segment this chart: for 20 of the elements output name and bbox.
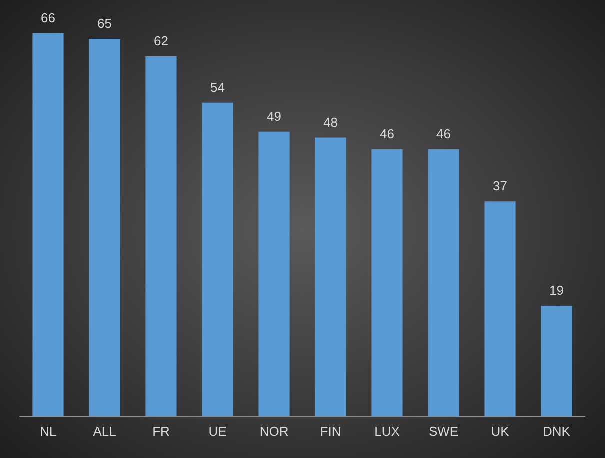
data-label: 49 [267,109,282,124]
data-label: 19 [550,283,564,298]
x-tick-label: LUX [374,424,400,439]
x-tick-label: NOR [260,424,289,439]
x-tick-label: UK [491,424,510,439]
x-tick-label: ALL [93,424,116,439]
data-label: 46 [436,126,451,142]
x-tick-label: FR [152,424,170,439]
data-label: 62 [154,34,168,49]
data-label: 66 [41,10,56,26]
x-tick-label: FIN [320,424,342,439]
x-tick-label: NL [40,424,57,439]
data-label: 37 [493,178,508,194]
data-label: 46 [380,126,394,142]
x-tick-label: UE [208,424,228,439]
data-label: 48 [324,114,338,130]
x-tick-label: DNK [543,424,571,439]
data-label: 65 [98,16,112,32]
data-label: 54 [210,80,225,95]
x-tick-label: SWE [428,424,459,439]
